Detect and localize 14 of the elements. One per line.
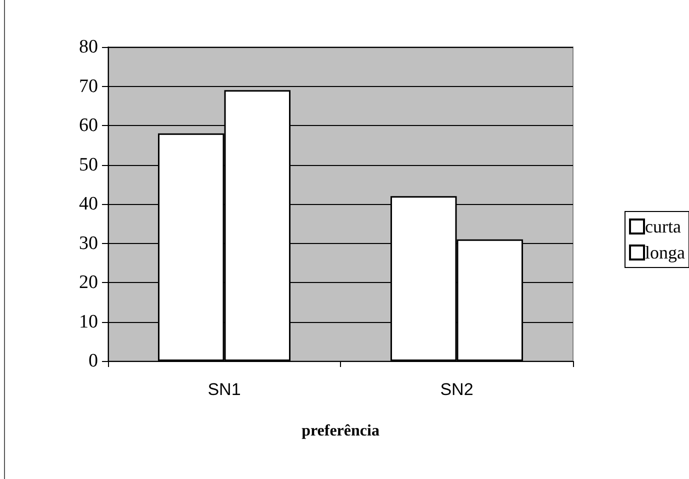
x-tick-label: SN1 — [208, 380, 241, 399]
x-axis-title: preferência — [302, 422, 380, 440]
y-tick-label: 80 — [79, 36, 98, 58]
legend-label: curta — [645, 216, 681, 236]
y-tick-label: 20 — [79, 272, 98, 293]
y-tick-label: 0 — [88, 350, 98, 372]
y-tick-label: 10 — [79, 311, 98, 332]
y-tick-label: 60 — [79, 115, 98, 136]
y-tick-label: 40 — [79, 194, 98, 214]
legend-label: longa — [645, 242, 686, 262]
x-tick-label: SN2 — [440, 380, 474, 399]
y-tick-label: 30 — [79, 232, 98, 254]
y-tick-label: 50 — [79, 154, 98, 176]
y-tick-label: 70 — [79, 76, 98, 97]
